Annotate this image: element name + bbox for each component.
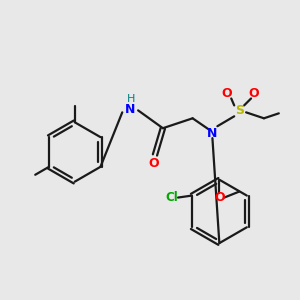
Text: N: N [125, 103, 135, 116]
Text: O: O [221, 87, 232, 100]
Text: O: O [249, 87, 259, 100]
Text: N: N [207, 127, 218, 140]
Text: Cl: Cl [166, 191, 178, 204]
Text: H: H [127, 94, 135, 104]
Text: O: O [214, 191, 225, 204]
Text: O: O [149, 158, 159, 170]
Text: S: S [235, 104, 244, 117]
